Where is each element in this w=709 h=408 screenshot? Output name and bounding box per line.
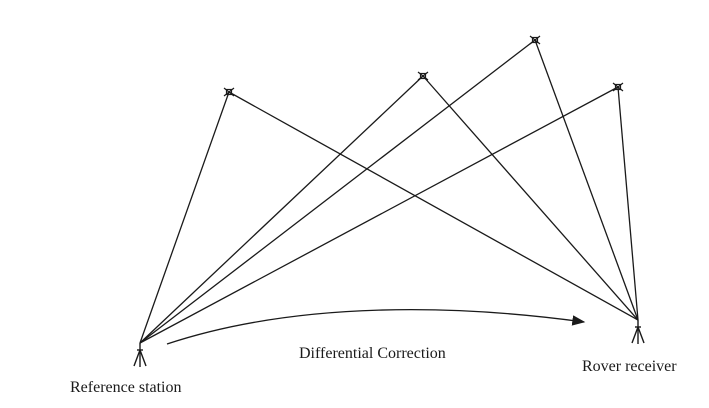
satellite-1-icon: [223, 87, 235, 97]
rover-line-sat-4: [617, 86, 639, 321]
reference-station-label: Reference station: [70, 379, 182, 396]
rover-line-sat-1: [228, 91, 639, 321]
differential-correction-label: Differential Correction: [299, 345, 446, 362]
rover-receiver-tripod-icon: [631, 320, 645, 344]
ref-line-sat-2: [139, 75, 424, 344]
differential-correction-arrow: [166, 309, 586, 345]
ref-line-sat-4: [139, 86, 619, 344]
rover-line-sat-2: [422, 75, 639, 321]
reference-signal-lines: [139, 39, 619, 344]
satellite-3-icon: [529, 35, 541, 45]
ref-line-sat-1: [139, 91, 230, 344]
rover-receiver-label: Rover receiver: [582, 358, 677, 375]
ref-line-sat-3: [139, 39, 536, 344]
rover-signal-lines: [228, 39, 639, 321]
satellite-2-icon: [417, 71, 429, 81]
reference-station-tripod-icon: [133, 343, 147, 367]
rover-line-sat-3: [534, 39, 639, 321]
satellite-4-icon: [612, 82, 624, 92]
